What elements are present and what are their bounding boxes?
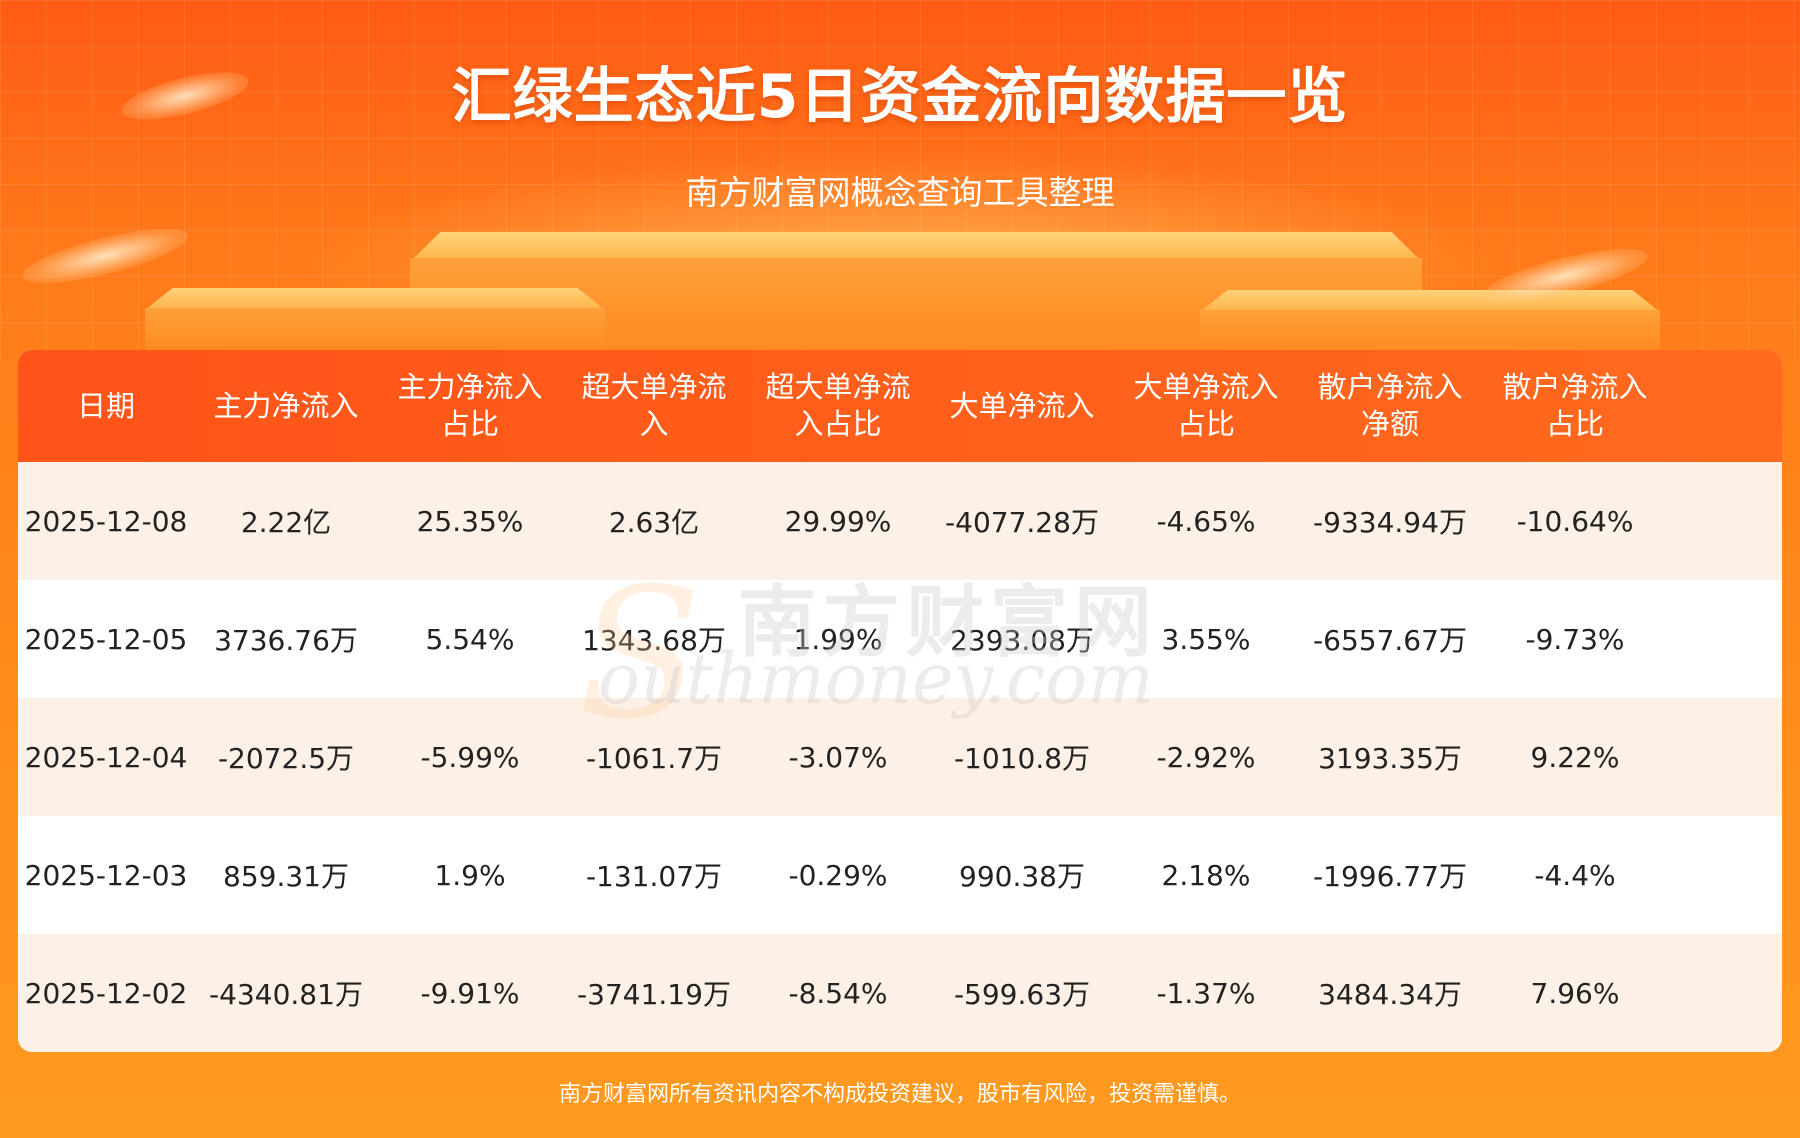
- cell-retail-net-inflow-ratio: -9.73%: [1525, 622, 1625, 656]
- data-table-card: 日期 主力净流入 主力净流入 占比 超大单净流入 超大单净流 入占比 大单净流入 大…: [18, 350, 1782, 1052]
- cell-main-net-inflow-ratio: 1.9%: [434, 858, 506, 892]
- podium-right-front: [1200, 310, 1660, 350]
- cell-retail-net-inflow-amount: -9334.94万: [1313, 506, 1467, 539]
- cell-main-net-inflow-ratio: -5.99%: [420, 740, 520, 774]
- cell-main-net-inflow: 3736.76万: [214, 624, 358, 657]
- cell-large-net-inflow-ratio: 3.55%: [1161, 622, 1251, 656]
- table-header: 日期 主力净流入 主力净流入 占比 超大单净流入 超大单净流 入占比 大单净流入 大…: [18, 350, 1782, 462]
- cell-retail-net-inflow-amount: 3484.34万: [1318, 978, 1462, 1011]
- cell-retail-net-inflow-ratio: 9.22%: [1530, 740, 1620, 774]
- cell-large-net-inflow-ratio: 2.18%: [1161, 858, 1251, 892]
- cell-main-net-inflow-ratio: -9.91%: [420, 976, 520, 1010]
- cell-date: 2025-12-03: [24, 858, 188, 892]
- cell-retail-net-inflow-ratio: -4.4%: [1534, 858, 1616, 892]
- cell-super-large-net-inflow: -1061.7万: [585, 742, 723, 775]
- table-row: 2025-12-08 2.22亿 25.35% 2.63亿 29.99% -40…: [18, 462, 1782, 580]
- cell-large-net-inflow-ratio: -4.65%: [1156, 504, 1256, 538]
- cell-super-large-net-inflow-ratio: -0.29%: [788, 858, 888, 892]
- cell-retail-net-inflow-amount: 3193.35万: [1318, 742, 1462, 775]
- cell-date: 2025-12-05: [24, 622, 188, 656]
- cell-super-large-net-inflow-ratio: 29.99%: [784, 504, 892, 538]
- cell-main-net-inflow: -4340.81万: [209, 978, 363, 1011]
- header-super-large-net-inflow: 超大单净流入: [581, 370, 727, 441]
- cell-large-net-inflow: -4077.28万: [945, 506, 1099, 539]
- cell-super-large-net-inflow-ratio: -8.54%: [788, 976, 888, 1010]
- cell-large-net-inflow: -599.63万: [953, 978, 1091, 1011]
- page-title: 汇绿生态近5日资金流向数据一览: [451, 62, 1349, 132]
- header-main-net-inflow-ratio: 主力净流入 占比: [397, 370, 543, 441]
- cell-date: 2025-12-08: [24, 504, 188, 538]
- header-main-net-inflow: 主力净流入: [213, 388, 359, 423]
- cell-super-large-net-inflow: 2.63亿: [608, 506, 700, 539]
- table-row: 2025-12-05 3736.76万 5.54% 1343.68万 1.99%…: [18, 580, 1782, 698]
- header-date: 日期: [76, 388, 135, 423]
- header-retail-net-inflow-amount: 散户净流入 净额: [1317, 370, 1463, 441]
- footer-disclaimer: 南方财富网所有资讯内容不构成投资建议，股市有风险，投资需谨慎。: [558, 1082, 1241, 1107]
- cell-large-net-inflow: -1010.8万: [953, 742, 1091, 775]
- cell-super-large-net-inflow: 1343.68万: [582, 624, 726, 657]
- podium-left-top: [145, 288, 605, 310]
- cell-main-net-inflow-ratio: 5.54%: [425, 622, 515, 656]
- cell-main-net-inflow: -2072.5万: [217, 742, 355, 775]
- cell-super-large-net-inflow: -3741.19万: [577, 978, 731, 1011]
- header-large-net-inflow-ratio: 大单净流入 占比: [1133, 370, 1279, 441]
- cell-date: 2025-12-02: [24, 976, 188, 1010]
- cell-retail-net-inflow-amount: -1996.77万: [1313, 860, 1467, 893]
- table-row: 2025-12-02 -4340.81万 -9.91% -3741.19万 -8…: [18, 934, 1782, 1052]
- podium-right-top: [1200, 290, 1660, 312]
- cell-retail-net-inflow-ratio: 7.96%: [1530, 976, 1620, 1010]
- cell-main-net-inflow: 859.31万: [223, 860, 349, 893]
- cell-retail-net-inflow-amount: -6557.67万: [1313, 624, 1467, 657]
- cell-main-net-inflow: 2.22亿: [240, 506, 332, 539]
- cell-large-net-inflow-ratio: -2.92%: [1156, 740, 1256, 774]
- table-row: 2025-12-04 -2072.5万 -5.99% -1061.7万 -3.0…: [18, 698, 1782, 816]
- cell-large-net-inflow: 990.38万: [959, 860, 1085, 893]
- page-subtitle: 南方财富网概念查询工具整理: [685, 173, 1115, 212]
- cell-date: 2025-12-04: [24, 740, 188, 774]
- table-row: 2025-12-03 859.31万 1.9% -131.07万 -0.29% …: [18, 816, 1782, 934]
- cell-super-large-net-inflow: -131.07万: [585, 860, 723, 893]
- header-large-net-inflow: 大单净流入: [949, 388, 1095, 423]
- cell-super-large-net-inflow-ratio: 1.99%: [793, 622, 883, 656]
- header-super-large-net-inflow-ratio: 超大单净流 入占比: [765, 370, 911, 441]
- cell-retail-net-inflow-ratio: -10.64%: [1516, 504, 1634, 538]
- cell-large-net-inflow-ratio: -1.37%: [1156, 976, 1256, 1010]
- podium-left-front: [145, 308, 605, 350]
- podium-center-top: [410, 232, 1422, 262]
- cell-super-large-net-inflow-ratio: -3.07%: [788, 740, 888, 774]
- cell-large-net-inflow: 2393.08万: [950, 624, 1094, 657]
- cell-main-net-inflow-ratio: 25.35%: [416, 504, 524, 538]
- header-retail-net-inflow-ratio: 散户净流入 占比: [1502, 370, 1648, 441]
